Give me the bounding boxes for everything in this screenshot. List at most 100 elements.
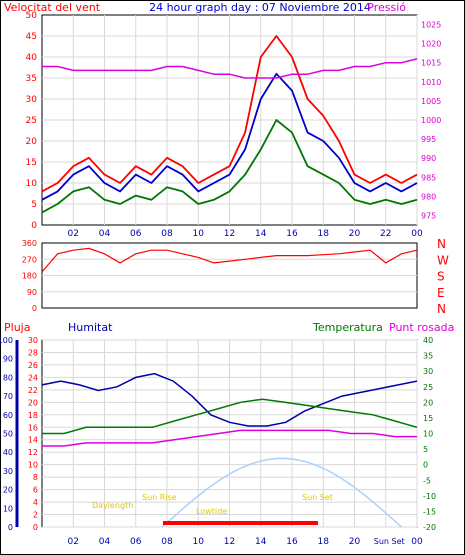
climate-series-line	[41, 372, 418, 427]
pressure-axis-label: Pressió	[367, 1, 406, 14]
rain-tick-label: 4	[33, 498, 38, 507]
humidity-tick-label: 20	[3, 486, 13, 495]
temperature-tick-label: 0	[423, 461, 428, 470]
climate-hour-ticks: 02 04 06 08 10 12 14 16 18 20 00 Sun Set	[68, 537, 423, 547]
wind-speed-tick-label: 45	[26, 32, 37, 42]
humidity-tick-label: 10	[3, 504, 13, 513]
rain-tick-label: 6	[33, 486, 38, 495]
wind-series-line	[41, 72, 418, 201]
humidity-tick-label: 80	[3, 373, 13, 382]
temperature-axis-label: Temperatura	[312, 321, 383, 334]
rain-tick-label: 0	[33, 523, 38, 532]
wind-speed-tick-label: 5	[31, 200, 37, 210]
climate-hour-tick-label: 12	[224, 537, 235, 547]
direction-tick-label: 270	[22, 255, 37, 264]
wind-speed-tick-label: 0	[31, 221, 37, 231]
temperature-ticks: -20 -15 -10 -5 0 5 10 15 20 25 30 35 40	[423, 336, 436, 532]
climate-hour-tick-label: 04	[99, 537, 111, 547]
rain-tick-label: 12	[28, 448, 38, 457]
climate-series-line	[42, 429, 417, 447]
wind-hour-tick-label: 06	[130, 229, 142, 239]
temperature-tick-label: -20	[423, 523, 436, 532]
lowtide-label: Lowtide	[196, 507, 227, 516]
humidity-tick-label: 0	[8, 523, 13, 532]
climate-hour-tick-label: 14	[255, 537, 267, 547]
sun-curve-group: Daylength Sun Rise Lowtide Sun Set	[92, 457, 402, 528]
wind-panel-grid	[42, 15, 418, 225]
compass-label: N	[437, 302, 446, 316]
humidity-tick-label: 70	[3, 392, 13, 401]
climate-hour-tick-label: 16	[286, 537, 298, 547]
temperature-tick-label: -5	[423, 476, 431, 485]
graph-title: 24 hour graph day : 07 Noviembre 2014	[149, 1, 371, 14]
temperature-tick-label: 40	[423, 336, 433, 345]
pressure-tick-label: 995	[421, 135, 436, 144]
sunset-label: Sun Set	[302, 493, 333, 502]
rain-tick-label: 20	[28, 398, 38, 407]
rain-tick-label: 28	[28, 348, 38, 357]
wind-speed-tick-label: 30	[26, 95, 38, 105]
humidity-ticks: 0 10 20 30 40 50 60 70 80 90 100	[0, 336, 13, 532]
wind-series	[41, 35, 418, 214]
wind-hour-tick-label: 02	[68, 229, 79, 239]
temperature-tick-label: 30	[423, 367, 433, 376]
wind-hour-ticks: 02 04 06 08 10 12 14 16 18 20 22 00	[68, 229, 423, 239]
wind-hour-tick-label: 04	[99, 229, 111, 239]
pressure-tick-label: 990	[421, 154, 436, 163]
temperature-tick-label: 35	[423, 352, 433, 361]
climate-series	[41, 372, 418, 447]
wind-hour-tick-label: 20	[349, 229, 361, 239]
daylength-label: Daylength	[92, 501, 133, 510]
direction-series-line	[41, 247, 418, 273]
wind-hour-tick-label: 14	[255, 229, 267, 239]
wind-speed-tick-label: 20	[26, 137, 38, 147]
pressure-tick-label: 1005	[421, 97, 441, 106]
temperature-tick-label: 15	[423, 414, 433, 423]
rain-tick-label: 24	[28, 373, 38, 382]
wind-speed-tick-label: 10	[26, 179, 38, 189]
rain-tick-label: 30	[28, 336, 38, 345]
direction-series	[41, 247, 418, 273]
climate-hour-tick-label: 06	[130, 537, 142, 547]
sunset-axis-label: Sun Set	[374, 537, 405, 546]
pressure-tick-label: 1010	[421, 78, 441, 87]
humidity-tick-label: 50	[3, 430, 13, 439]
temperature-tick-label: 20	[423, 398, 433, 407]
wind-series-line	[41, 119, 418, 214]
temperature-tick-label: -15	[423, 507, 436, 516]
dew-point-axis-label: Punt rosada	[389, 321, 454, 334]
wind-speed-tick-label: 40	[26, 53, 38, 63]
climate-series-line	[42, 398, 418, 435]
compass-label: S	[437, 270, 445, 284]
humidity-tick-label: 30	[3, 467, 13, 476]
wind-hour-tick-label: 18	[318, 229, 330, 239]
wind-hour-tick-label: 22	[380, 229, 391, 239]
compass-label: W	[437, 253, 449, 267]
compass-label: E	[437, 286, 445, 300]
pressure-tick-label: 980	[421, 192, 436, 201]
wind-speed-axis-label: Velocitat del vent	[4, 1, 101, 14]
climate-hour-tick-label: 02	[68, 537, 79, 547]
temperature-tick-label: 25	[423, 383, 433, 392]
pressure-tick-label: 1000	[421, 116, 441, 125]
rain-tick-label: 16	[28, 423, 38, 432]
wind-hour-tick-label: 16	[286, 229, 298, 239]
rain-axis-label: Pluja	[4, 321, 30, 334]
direction-tick-label: 90	[27, 288, 37, 297]
sunrise-label: Sun Rise	[142, 493, 177, 502]
wind-hour-tick-label: 08	[161, 229, 173, 239]
sun-elevation-curve	[161, 457, 402, 528]
climate-hour-tick-label: 18	[318, 537, 330, 547]
direction-tick-label: 180	[22, 272, 37, 281]
wind-speed-tick-label: 50	[26, 11, 38, 21]
rain-tick-label: 14	[28, 436, 38, 445]
compass-label: N	[437, 237, 446, 251]
rain-tick-label: 18	[28, 411, 38, 420]
wind-series-line	[41, 35, 418, 193]
climate-hour-tick-label: 20	[349, 537, 361, 547]
wind-speed-ticks: 0 5 10 15 20 25 30 35 40 45 50	[26, 11, 38, 231]
